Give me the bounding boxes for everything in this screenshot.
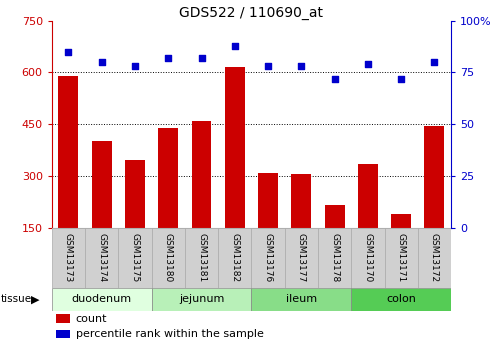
- Bar: [251, 288, 352, 310]
- Text: GSM13172: GSM13172: [430, 233, 439, 282]
- Bar: [325, 205, 345, 228]
- Point: [364, 61, 372, 67]
- Point: [297, 63, 305, 69]
- Point: [264, 63, 272, 69]
- Text: GSM13177: GSM13177: [297, 233, 306, 282]
- Bar: [125, 160, 145, 228]
- Bar: [152, 288, 251, 310]
- Text: jejunum: jejunum: [179, 294, 224, 304]
- Point: [397, 76, 405, 81]
- Point: [198, 55, 206, 61]
- Point: [98, 59, 106, 65]
- Bar: [56, 330, 70, 338]
- Bar: [92, 141, 111, 228]
- Text: GSM13178: GSM13178: [330, 233, 339, 282]
- Text: GSM13181: GSM13181: [197, 233, 206, 282]
- Bar: [318, 228, 352, 288]
- Bar: [52, 228, 85, 288]
- Bar: [352, 288, 451, 310]
- Bar: [352, 228, 385, 288]
- Point: [131, 63, 139, 69]
- Bar: [85, 228, 118, 288]
- Text: GSM13182: GSM13182: [230, 233, 239, 282]
- Text: count: count: [76, 314, 107, 324]
- Text: colon: colon: [386, 294, 416, 304]
- Text: GSM13176: GSM13176: [264, 233, 273, 282]
- Text: percentile rank within the sample: percentile rank within the sample: [76, 329, 264, 339]
- Bar: [52, 288, 152, 310]
- Bar: [424, 126, 445, 228]
- Bar: [418, 228, 451, 288]
- Text: GSM13174: GSM13174: [97, 233, 106, 282]
- Bar: [218, 228, 251, 288]
- Text: GSM13171: GSM13171: [397, 233, 406, 282]
- Bar: [158, 128, 178, 228]
- Point: [164, 55, 172, 61]
- Bar: [251, 228, 284, 288]
- Text: ileum: ileum: [286, 294, 317, 304]
- Text: GSM13175: GSM13175: [131, 233, 140, 282]
- Bar: [56, 314, 70, 323]
- Point: [331, 76, 339, 81]
- Bar: [285, 228, 318, 288]
- Bar: [185, 228, 218, 288]
- Bar: [358, 164, 378, 228]
- Point: [231, 43, 239, 48]
- Point: [430, 59, 438, 65]
- Text: duodenum: duodenum: [71, 294, 132, 304]
- Text: GSM13173: GSM13173: [64, 233, 73, 282]
- Bar: [258, 172, 278, 228]
- Title: GDS522 / 110690_at: GDS522 / 110690_at: [179, 6, 323, 20]
- Text: GSM13180: GSM13180: [164, 233, 173, 282]
- Bar: [291, 174, 312, 228]
- Bar: [191, 121, 211, 228]
- Bar: [385, 228, 418, 288]
- Bar: [118, 228, 152, 288]
- Bar: [225, 67, 245, 228]
- Bar: [391, 214, 411, 228]
- Text: ▶: ▶: [31, 294, 39, 304]
- Text: GSM13170: GSM13170: [363, 233, 372, 282]
- Text: tissue: tissue: [1, 294, 32, 304]
- Point: [65, 49, 72, 55]
- Bar: [59, 76, 78, 228]
- Bar: [152, 228, 185, 288]
